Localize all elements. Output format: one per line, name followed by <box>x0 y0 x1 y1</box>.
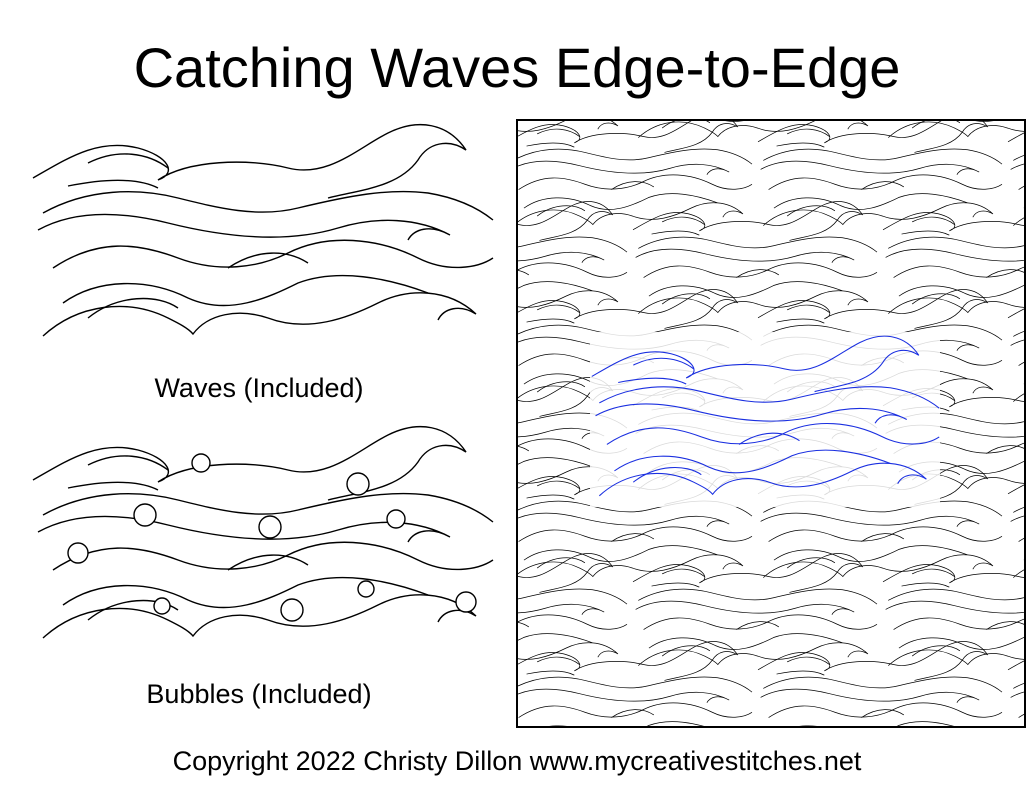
quilt-border <box>516 119 1026 728</box>
bubbles-motif <box>32 425 494 639</box>
caption: Waves (Included) <box>154 373 363 403</box>
footer: Copyright 2022 Christy Dillon www.mycrea… <box>173 746 862 776</box>
wave-tile <box>258 466 502 578</box>
wave-tile <box>882 201 1024 315</box>
wave-tile <box>757 641 1003 726</box>
caption: Bubbles (Included) <box>146 679 371 709</box>
highlight-backdrop <box>590 332 940 507</box>
wave-tile <box>518 553 628 667</box>
wave-tile <box>518 201 628 315</box>
wave-tile <box>518 121 753 227</box>
wave-tile <box>882 553 1024 667</box>
wave-tile <box>1007 465 1024 579</box>
wave-tile <box>632 553 878 667</box>
wave-tile <box>1007 641 1024 726</box>
wave-tile <box>518 641 753 726</box>
title: Catching Waves Edge-to-Edge <box>134 36 901 99</box>
wave-tile <box>632 201 878 315</box>
wave-tile <box>1007 121 1024 227</box>
wave-tile <box>757 121 1003 227</box>
wave-tile <box>1007 289 1024 403</box>
waves-motif <box>32 123 494 337</box>
quilt-preview <box>258 121 1024 726</box>
